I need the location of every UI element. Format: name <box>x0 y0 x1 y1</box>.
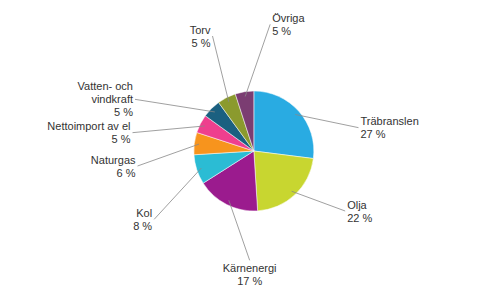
svg-text:Naturgas6 %: Naturgas6 % <box>91 154 136 179</box>
svg-text:Övriga5 %: Övriga5 % <box>272 12 305 37</box>
svg-text:Träbranslen27 %: Träbranslen27 % <box>361 115 419 140</box>
svg-text:Kol8 %: Kol8 % <box>133 207 152 232</box>
svg-text:Torv5 %: Torv5 % <box>190 24 211 49</box>
svg-text:Vatten- ochvindkraft5 %: Vatten- ochvindkraft5 % <box>78 80 134 118</box>
svg-text:Nettoimport av el5 %: Nettoimport av el5 % <box>47 120 130 145</box>
svg-text:Olja22 %: Olja22 % <box>347 199 372 224</box>
svg-text:Kärnenergi17 %: Kärnenergi17 % <box>223 262 277 287</box>
